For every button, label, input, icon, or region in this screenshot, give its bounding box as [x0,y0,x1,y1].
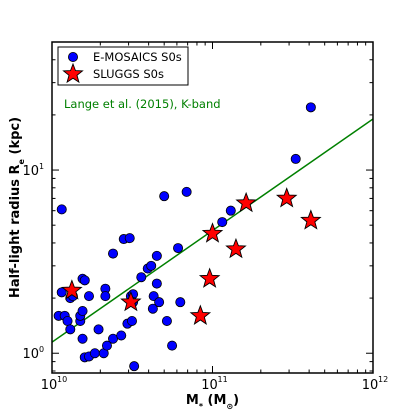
svg-text:12: 12 [378,375,388,384]
x-axis-label-unit-open: (M [203,393,226,408]
legend-box [57,46,189,86]
sluggs-point [198,267,221,288]
e-mosaics-point [290,153,301,164]
legend-label-sluggs: SLUGGS S0s [93,67,164,81]
e-mosaics-point [146,260,157,271]
e-mosaics-point [167,340,178,351]
svg-text:10: 10 [22,347,39,362]
sluggs-point [225,237,247,259]
e-mosaics-point [161,315,172,326]
x-axis-label: M* (M⊙) [186,393,239,411]
y-axis-label-sub: e [17,158,26,164]
sluggs-point [120,290,142,312]
e-mosaics-point [108,248,119,259]
e-mosaics-point [116,330,127,341]
y-tick-label: 10 0 [22,345,44,362]
legend-label-e-mosaics: E-MOSAICS S0s [93,50,182,64]
e-mosaics-point [151,250,162,261]
sluggs-point [235,191,257,213]
x-axis-label-unit-close: ) [233,393,239,408]
svg-text:11: 11 [218,375,228,384]
legend: E-MOSAICS S0s SLUGGS S0s [57,46,189,86]
svg-text:10: 10 [201,378,218,393]
e-mosaics-point [181,186,192,197]
x-tick-label: 10 10 [41,375,67,393]
ticks-layer [51,41,374,373]
e-mosaics-point [217,217,228,228]
e-mosaics-point [151,278,162,289]
e-mosaics-point [56,204,67,215]
e-mosaics-point [77,306,88,317]
sluggs-point [300,209,322,230]
x-axis-label-sub: * [199,402,204,411]
legend-marker-e-mosaics [68,52,79,63]
svg-text:10: 10 [22,164,39,179]
legend-marker-sluggs [62,62,84,84]
y-axis-label: Half-light radius Re (kpc) [8,117,26,298]
y-axis-label-unit: (kpc) [8,117,23,159]
svg-text:10: 10 [41,378,58,393]
e-mosaics-point [154,297,165,308]
e-mosaics-point [65,324,76,335]
svg-text:1: 1 [39,162,44,171]
e-mosaics-point [126,315,137,326]
plot-frame [51,41,374,374]
svg-text:10: 10 [57,375,67,384]
e-mosaics-point [56,287,67,298]
e-mosaics-point [77,333,88,344]
sluggs-point [201,222,224,243]
e-mosaics-point [129,361,140,372]
e-mosaics-point [101,340,112,351]
points-layer [53,102,322,372]
e-mosaics-point [147,303,158,314]
x-tick-label: 10 12 [362,375,388,393]
e-mosaics-point [79,275,90,286]
svg-text:0: 0 [39,345,44,354]
fit-line-annotation: Lange et al. (2015), K-band [64,97,221,111]
e-mosaics-point [136,272,147,283]
e-mosaics-point [93,324,104,335]
e-mosaics-point [100,291,111,302]
sluggs-point [189,304,212,325]
svg-text:10: 10 [362,378,379,393]
legend-star-marker [62,62,84,84]
x-tick-label: 10 11 [201,375,227,393]
sluggs-point [275,187,298,208]
e-mosaics-point [124,233,135,244]
e-mosaics-point [225,205,236,216]
y-tick-label: 10 1 [22,162,44,179]
e-mosaics-point [62,315,73,326]
e-mosaics-point [173,243,184,254]
e-mosaics-point [159,191,170,202]
e-mosaics-point [175,297,186,308]
y-axis-label-main: Half-light radius R [8,164,23,298]
e-mosaics-point [305,102,316,113]
legend-circle-marker [68,52,79,63]
sluggs-point [61,279,83,300]
e-mosaics-point [89,348,100,359]
x-axis-label-unit-sub: ⊙ [226,402,233,411]
e-mosaics-point [83,291,94,302]
x-axis-label-main: M [186,393,199,408]
